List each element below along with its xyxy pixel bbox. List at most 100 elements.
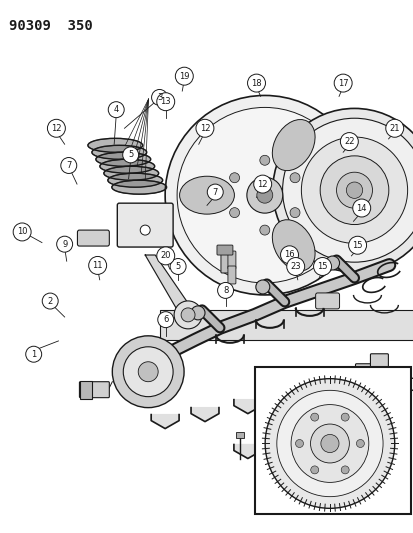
Circle shape	[348, 236, 366, 254]
Circle shape	[26, 346, 42, 362]
Ellipse shape	[272, 119, 314, 171]
FancyBboxPatch shape	[228, 266, 235, 284]
Circle shape	[253, 175, 271, 193]
Circle shape	[290, 173, 299, 183]
Circle shape	[340, 466, 348, 474]
Circle shape	[88, 256, 107, 274]
FancyBboxPatch shape	[315, 293, 339, 309]
Polygon shape	[270, 434, 298, 449]
Text: 17: 17	[337, 78, 348, 87]
Circle shape	[339, 133, 358, 150]
Circle shape	[13, 223, 31, 241]
Circle shape	[175, 67, 193, 85]
Circle shape	[276, 390, 382, 497]
FancyBboxPatch shape	[389, 390, 399, 394]
Circle shape	[177, 108, 351, 283]
Circle shape	[319, 156, 388, 224]
Circle shape	[295, 440, 303, 448]
Circle shape	[157, 247, 174, 265]
Ellipse shape	[107, 173, 162, 187]
FancyBboxPatch shape	[79, 382, 109, 398]
Ellipse shape	[100, 159, 154, 173]
Polygon shape	[145, 255, 196, 315]
Text: 7: 7	[212, 188, 217, 197]
FancyBboxPatch shape	[221, 249, 228, 273]
Text: 11: 11	[92, 261, 103, 270]
Circle shape	[286, 257, 304, 276]
FancyBboxPatch shape	[216, 245, 233, 255]
Polygon shape	[325, 370, 353, 384]
Circle shape	[356, 440, 363, 448]
Circle shape	[140, 225, 150, 235]
Circle shape	[138, 362, 158, 382]
FancyBboxPatch shape	[235, 432, 243, 438]
Circle shape	[385, 119, 403, 138]
Text: 22: 22	[343, 137, 354, 146]
Ellipse shape	[88, 139, 142, 152]
Text: 90309  350: 90309 350	[9, 19, 92, 33]
Circle shape	[313, 257, 331, 276]
Circle shape	[280, 246, 298, 264]
Circle shape	[259, 155, 269, 165]
FancyBboxPatch shape	[80, 381, 92, 399]
Text: 13: 13	[160, 97, 171, 106]
Circle shape	[333, 74, 351, 92]
Text: 12: 12	[51, 124, 62, 133]
Ellipse shape	[96, 152, 150, 166]
Circle shape	[255, 280, 269, 294]
Circle shape	[217, 282, 233, 298]
Text: 8: 8	[222, 286, 228, 295]
Circle shape	[180, 308, 195, 322]
Circle shape	[272, 108, 413, 272]
Circle shape	[229, 173, 239, 183]
Circle shape	[310, 413, 318, 421]
Text: 9: 9	[62, 240, 67, 249]
Circle shape	[57, 236, 72, 252]
Text: 15: 15	[351, 241, 362, 250]
Text: 12: 12	[199, 124, 210, 133]
Text: 4: 4	[113, 105, 119, 114]
Circle shape	[195, 119, 214, 138]
Circle shape	[229, 208, 239, 217]
Text: 5: 5	[175, 262, 180, 271]
Text: 5: 5	[128, 150, 133, 159]
Circle shape	[336, 172, 372, 208]
Text: 20: 20	[160, 252, 171, 260]
Bar	[160, 310, 413, 340]
Circle shape	[256, 187, 272, 203]
Circle shape	[207, 184, 223, 200]
Circle shape	[259, 225, 269, 235]
Text: 3: 3	[157, 93, 162, 102]
Circle shape	[151, 90, 167, 106]
Circle shape	[320, 434, 338, 453]
Circle shape	[310, 466, 318, 474]
Text: 7: 7	[66, 161, 71, 170]
Text: 6: 6	[163, 315, 168, 324]
Text: 21: 21	[389, 124, 399, 133]
Circle shape	[340, 413, 348, 421]
Circle shape	[290, 405, 368, 482]
Ellipse shape	[92, 146, 146, 159]
Polygon shape	[233, 445, 261, 458]
Polygon shape	[233, 400, 261, 414]
Text: 14: 14	[356, 204, 366, 213]
Text: 19: 19	[179, 71, 189, 80]
Circle shape	[47, 119, 65, 138]
Circle shape	[310, 424, 349, 463]
Ellipse shape	[112, 180, 166, 194]
FancyBboxPatch shape	[355, 364, 373, 406]
Text: 12: 12	[257, 180, 267, 189]
Ellipse shape	[272, 220, 314, 271]
Circle shape	[346, 182, 362, 198]
Circle shape	[165, 95, 363, 295]
Circle shape	[247, 74, 265, 92]
FancyBboxPatch shape	[117, 203, 173, 247]
Ellipse shape	[179, 176, 234, 214]
Circle shape	[264, 378, 394, 508]
Circle shape	[190, 306, 204, 320]
Polygon shape	[190, 408, 218, 422]
Bar	[254, 367, 411, 514]
Circle shape	[108, 102, 124, 118]
Circle shape	[352, 199, 370, 217]
Text: 15: 15	[316, 262, 327, 271]
